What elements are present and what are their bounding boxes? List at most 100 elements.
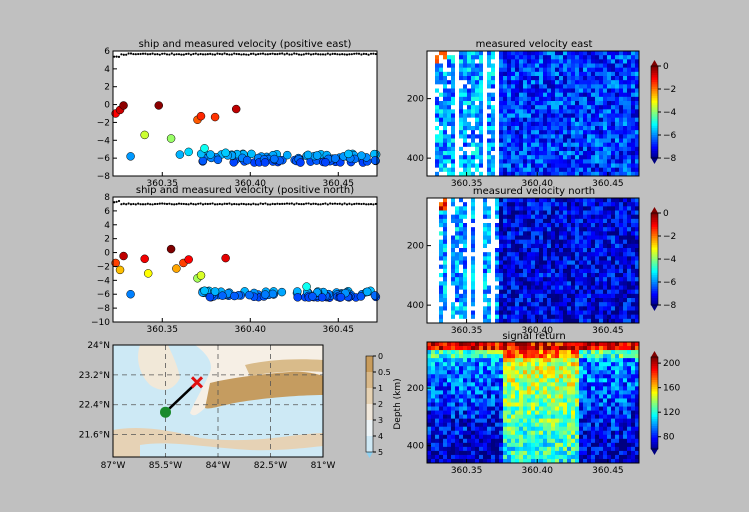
heatmap-cell xyxy=(571,315,575,319)
heatmap-cell xyxy=(495,256,499,260)
heatmap-cell xyxy=(575,93,579,97)
ship-velocity-point xyxy=(197,53,199,55)
ship-velocity-point xyxy=(346,54,348,56)
heatmap-cell xyxy=(443,219,447,223)
heatmap-cell xyxy=(599,219,603,223)
heatmap-cell xyxy=(623,306,627,310)
heatmap-cell xyxy=(515,231,519,235)
heatmap-cell xyxy=(451,80,455,84)
heatmap-cell xyxy=(611,55,615,59)
heatmap-cell xyxy=(459,390,463,394)
heatmap-cell xyxy=(515,398,519,402)
heatmap-cell xyxy=(563,362,567,366)
heatmap-cell xyxy=(431,126,435,130)
heatmap-cell xyxy=(563,390,567,394)
heatmap-cell xyxy=(439,215,443,219)
heatmap-cell xyxy=(463,261,467,265)
heatmap-cell xyxy=(515,423,519,427)
heatmap-cell xyxy=(427,231,431,235)
ship-velocity-point xyxy=(240,203,242,205)
heatmap-cell xyxy=(611,206,615,210)
heatmap-cell xyxy=(559,231,563,235)
heatmap-cell xyxy=(443,126,447,130)
heatmap-cell xyxy=(431,407,435,411)
heatmap-cell xyxy=(575,455,579,459)
heatmap-cell xyxy=(475,109,479,113)
heatmap-cell xyxy=(615,294,619,298)
y-tick-label: −8 xyxy=(97,304,111,314)
heatmap-cell xyxy=(511,244,515,248)
heatmap-cell xyxy=(499,97,503,101)
heatmap-cell xyxy=(547,231,551,235)
heatmap-cell xyxy=(583,109,587,113)
heatmap-cell xyxy=(455,315,459,319)
heatmap-cell xyxy=(523,89,527,93)
heatmap-cell xyxy=(507,80,511,84)
heatmap-cell xyxy=(455,382,459,386)
heatmap-cell xyxy=(575,447,579,451)
heatmap-cell xyxy=(499,134,503,138)
heatmap-cell xyxy=(467,118,471,122)
heatmap-cell xyxy=(471,386,475,390)
heatmap-cell xyxy=(439,362,443,366)
heatmap-cell xyxy=(563,415,567,419)
heatmap-cell xyxy=(555,382,559,386)
heatmap-cell xyxy=(435,231,439,235)
heatmap-cell xyxy=(499,72,503,76)
heatmap-cell xyxy=(523,419,527,423)
heatmap-cell xyxy=(555,415,559,419)
heatmap-cell xyxy=(447,109,451,113)
heatmap-cell xyxy=(443,223,447,227)
colorbar-tick-label: −8 xyxy=(663,301,677,311)
heatmap-cell xyxy=(479,202,483,206)
heatmap-cell xyxy=(475,55,479,59)
heatmap-cell xyxy=(551,219,555,223)
measured-velocity-point xyxy=(214,156,222,164)
ship-velocity-point xyxy=(346,203,348,205)
heatmap-cell xyxy=(439,419,443,423)
heatmap-cell xyxy=(611,105,615,109)
heatmap-cell xyxy=(519,244,523,248)
heatmap-cell xyxy=(535,294,539,298)
heatmap-cell xyxy=(439,378,443,382)
heatmap-cell xyxy=(447,286,451,290)
heatmap-cell xyxy=(515,68,519,72)
heatmap-cell xyxy=(563,55,567,59)
heatmap-cell xyxy=(567,118,571,122)
heatmap-cell xyxy=(543,248,547,252)
heatmap-cell xyxy=(471,159,475,163)
heatmap-cell xyxy=(567,240,571,244)
heatmap-cell xyxy=(435,134,439,138)
heatmap-cell xyxy=(451,101,455,105)
heatmap-cell xyxy=(539,443,543,447)
heatmap-cell xyxy=(507,101,511,105)
heatmap-cell xyxy=(547,252,551,256)
heatmap-cell xyxy=(559,105,563,109)
heatmap-cell xyxy=(443,72,447,76)
heatmap-cell xyxy=(427,84,431,88)
heatmap-cell xyxy=(471,109,475,113)
ship-velocity-point xyxy=(308,202,310,204)
heatmap-cell xyxy=(519,198,523,202)
heatmap-cell xyxy=(459,215,463,219)
heatmap-cell xyxy=(503,362,507,366)
heatmap-cell xyxy=(555,362,559,366)
heatmap-cell xyxy=(491,277,495,281)
heatmap-cell xyxy=(523,122,527,126)
heatmap-cell xyxy=(459,311,463,315)
heatmap-cell xyxy=(479,439,483,443)
heatmap-cell xyxy=(435,298,439,302)
heatmap-cell xyxy=(551,311,555,315)
heatmap-cell xyxy=(491,403,495,407)
heatmap-cell xyxy=(463,350,467,354)
heatmap-cell xyxy=(491,84,495,88)
heatmap-cell xyxy=(563,370,567,374)
heatmap-cell xyxy=(543,431,547,435)
heatmap-cell xyxy=(483,143,487,147)
heatmap-cell xyxy=(575,419,579,423)
heatmap-cell xyxy=(559,256,563,260)
heatmap-cell xyxy=(459,411,463,415)
heatmap-cell xyxy=(523,394,527,398)
heatmap-cell xyxy=(491,315,495,319)
heatmap-cell xyxy=(487,244,491,248)
